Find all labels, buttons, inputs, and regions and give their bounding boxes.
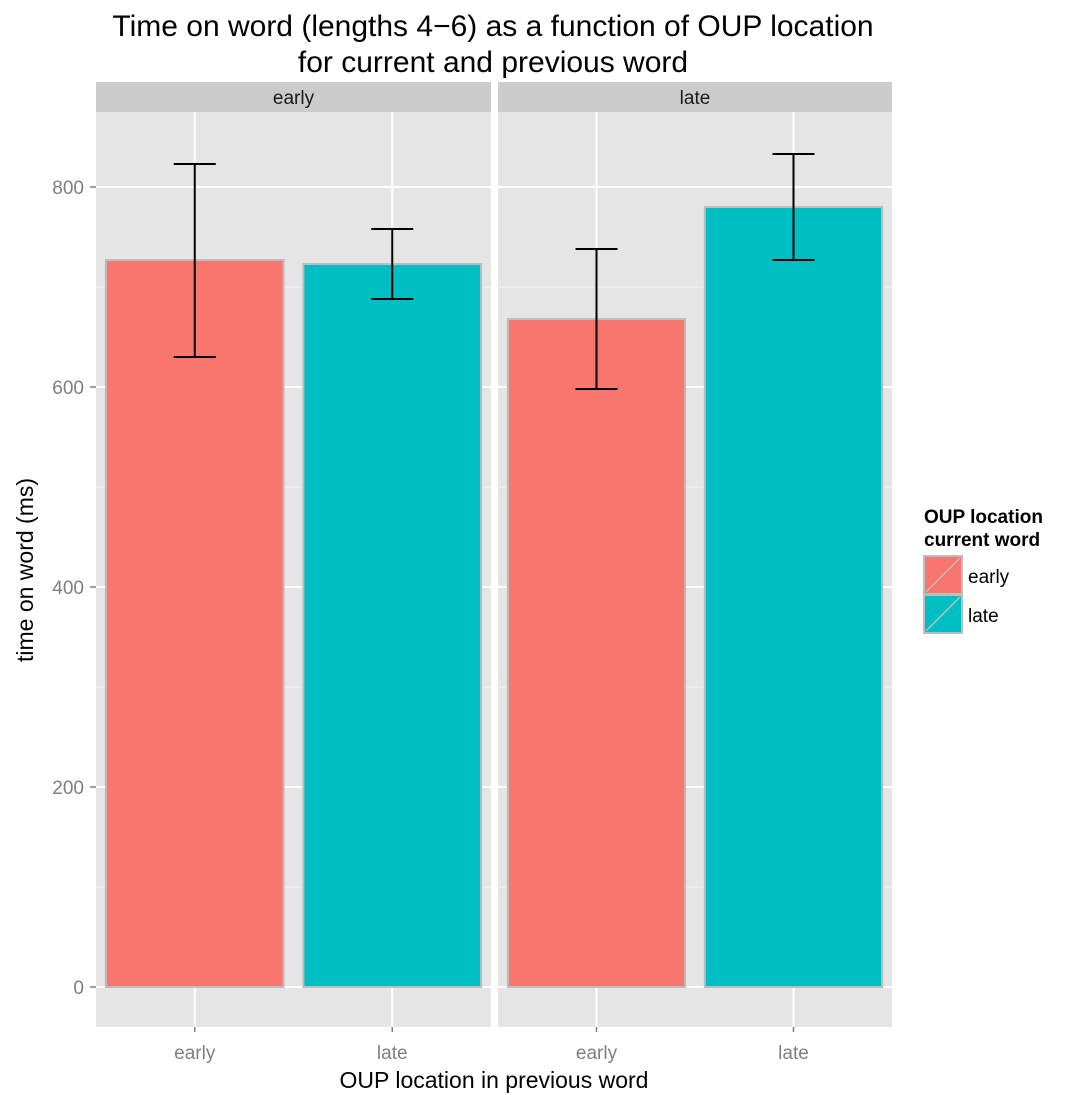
x-axis-title: OUP location in previous word <box>340 1067 649 1093</box>
facet-strip <box>498 82 892 112</box>
legend: OUP location current word early late <box>923 507 1043 634</box>
facet-strip-label: early <box>273 88 315 109</box>
facet-strip-label: late <box>680 88 711 109</box>
legend-key-slash <box>925 596 961 632</box>
x-tick-label: early <box>174 1043 216 1064</box>
bar <box>506 318 687 988</box>
y-tick-label: 600 <box>52 378 84 399</box>
y-axis: 0 200 400 600 800 <box>52 178 96 999</box>
y-tick-label: 800 <box>52 178 84 199</box>
panel-0: early early late <box>96 82 491 1064</box>
x-tick-label: late <box>377 1043 408 1064</box>
x-tick-label: late <box>778 1043 809 1064</box>
legend-label-early: early <box>968 567 1010 588</box>
legend-label-late: late <box>968 606 999 627</box>
chart-title-line-2: for current and previous word <box>298 46 688 79</box>
y-tick-label: 200 <box>52 778 84 799</box>
y-tick-label: 0 <box>73 978 84 999</box>
x-tick-label: early <box>576 1043 618 1064</box>
facet-strip <box>96 82 491 112</box>
bar <box>703 206 884 988</box>
legend-title-line-1: OUP location <box>924 507 1043 528</box>
legend-title-line-2: current word <box>924 530 1040 551</box>
bar <box>104 259 285 988</box>
chart-title-line-1: Time on word (lengths 4−6) as a function… <box>112 10 873 43</box>
panels-layer: early early late late early late <box>96 82 892 1064</box>
bar <box>302 263 483 988</box>
y-axis-title: time on word (ms) <box>12 478 38 662</box>
legend-key-slash <box>925 557 961 593</box>
y-tick-label: 400 <box>52 578 84 599</box>
panel-1: late early late <box>498 82 892 1064</box>
